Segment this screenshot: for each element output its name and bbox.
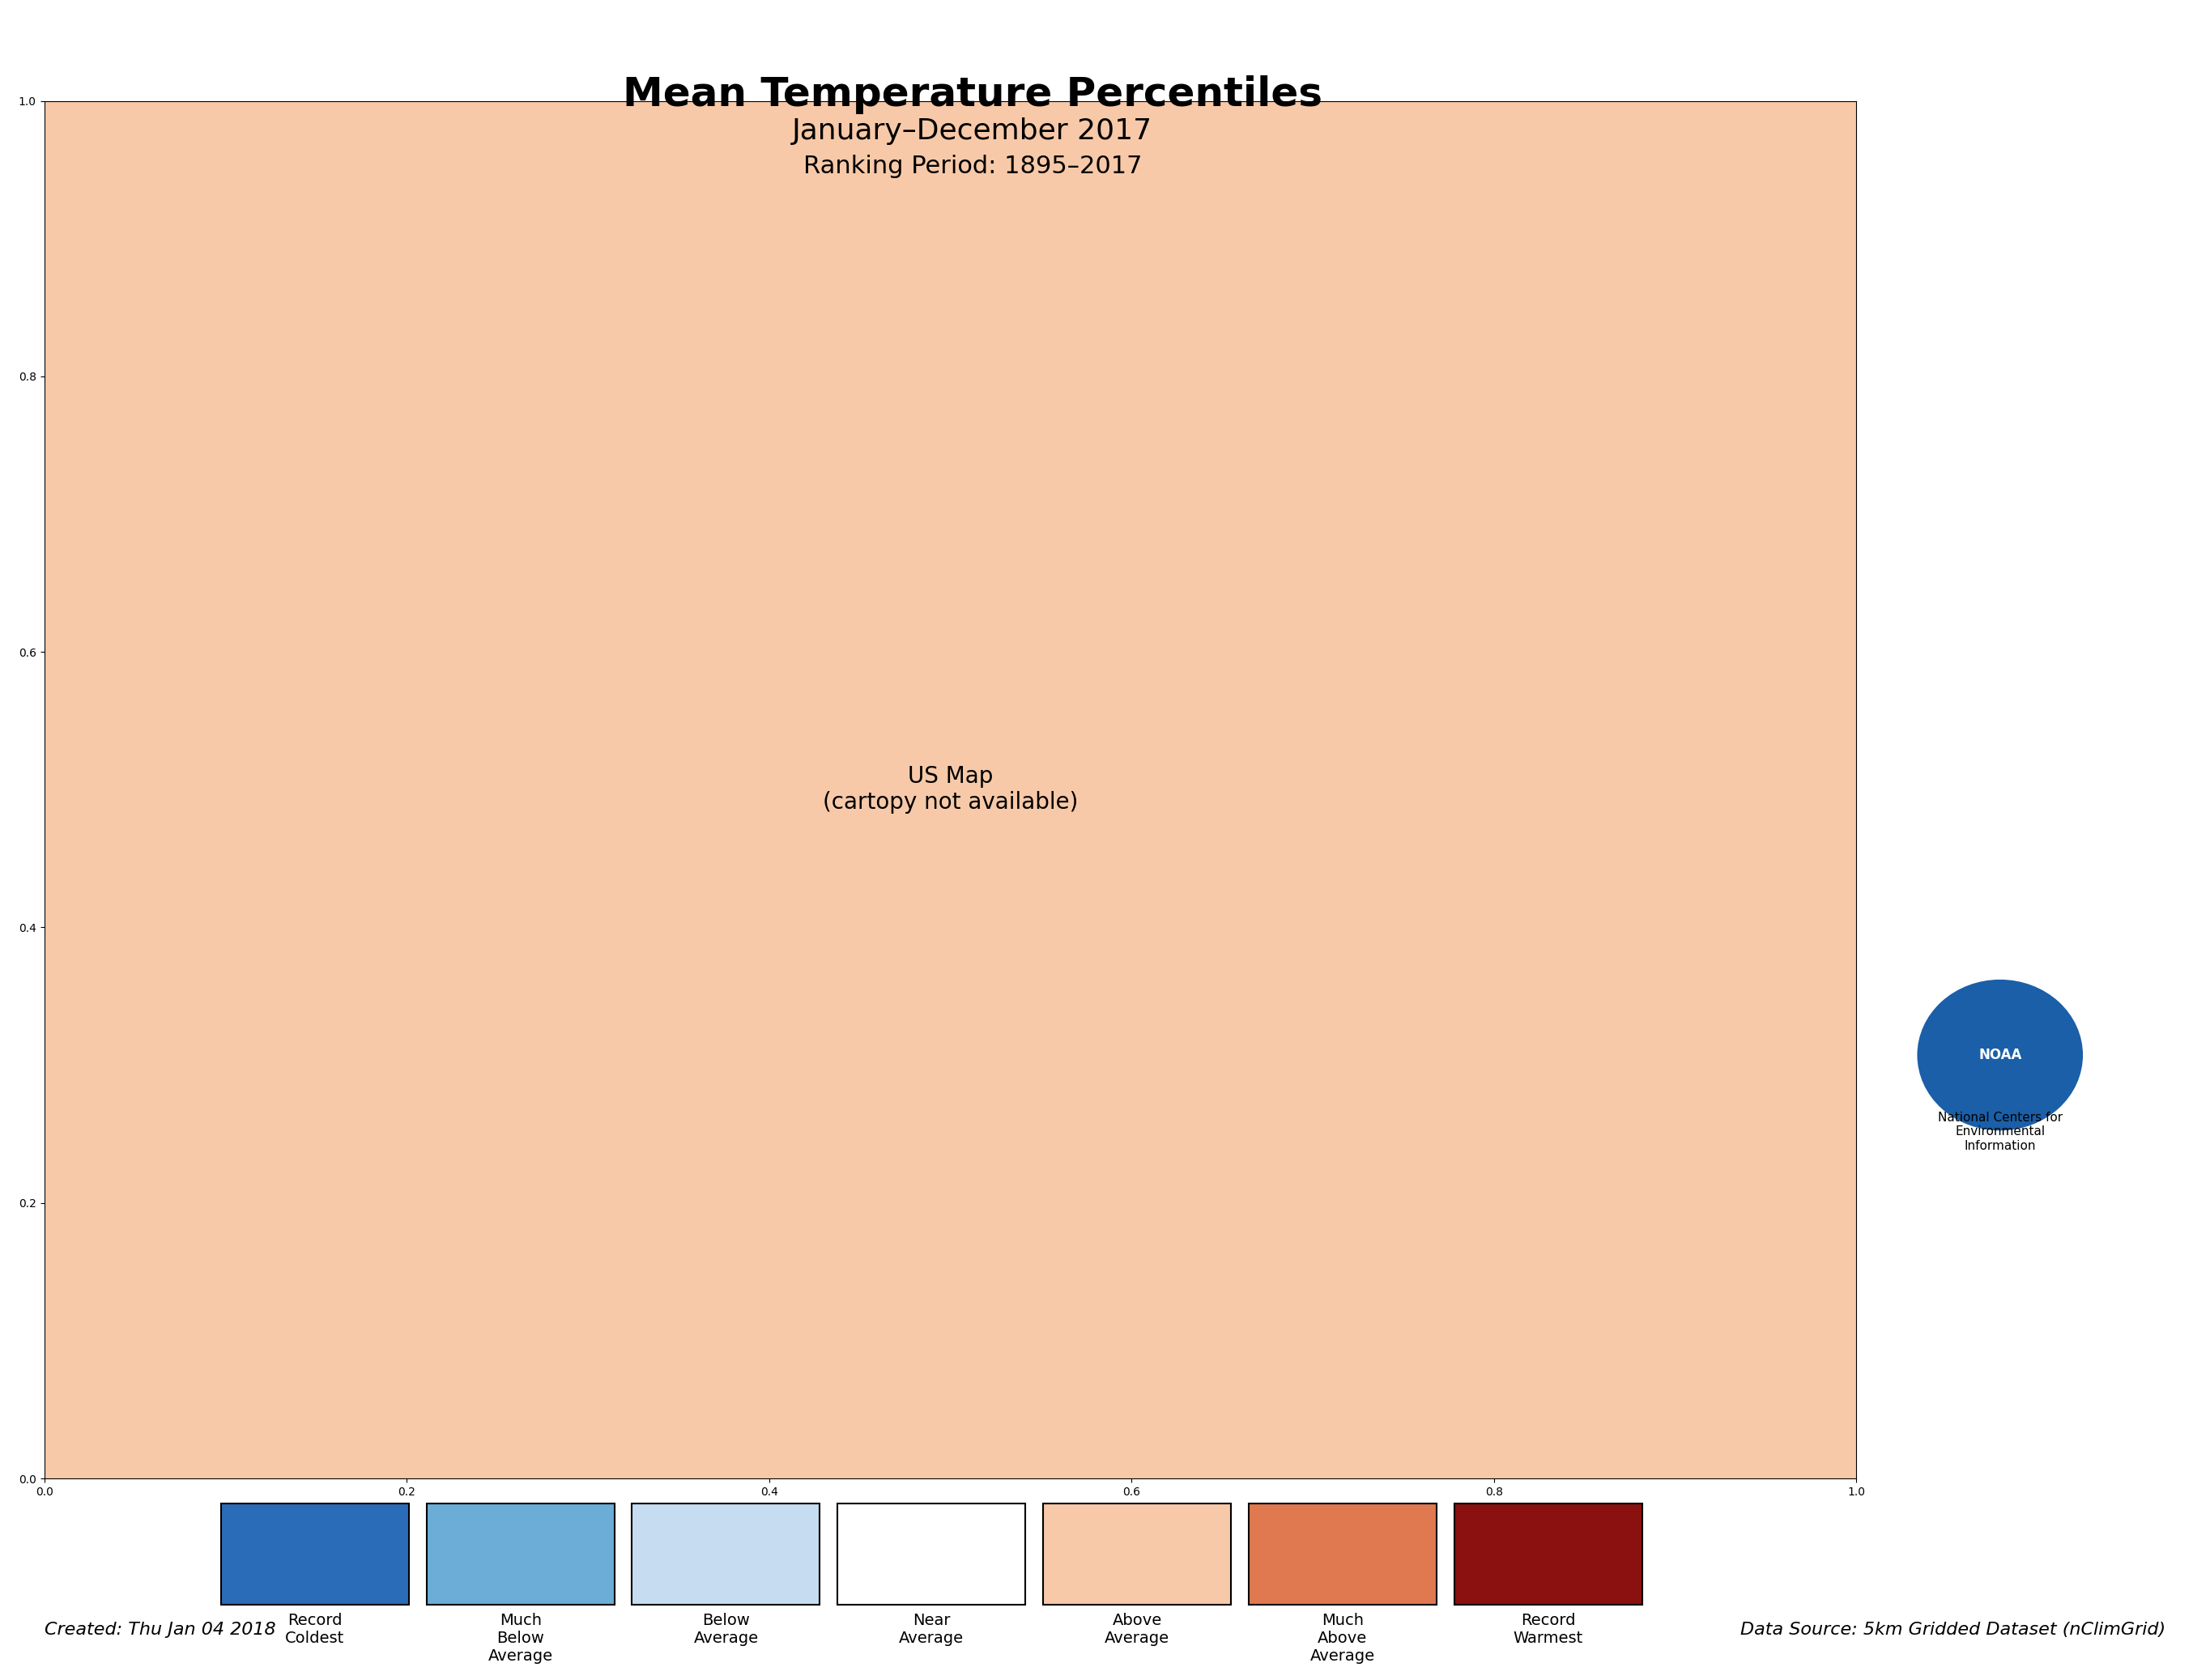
Text: January–December 2017: January–December 2017: [791, 118, 1154, 144]
Text: Mean Temperature Percentiles: Mean Temperature Percentiles: [623, 76, 1322, 114]
Text: Ranking Period: 1895–2017: Ranking Period: 1895–2017: [802, 155, 1143, 178]
Text: US Map
(cartopy not available): US Map (cartopy not available): [822, 764, 1078, 815]
Text: Below
Average: Below Average: [694, 1613, 758, 1646]
Text: Much
Above
Average: Much Above Average: [1311, 1613, 1375, 1663]
Text: Much
Below
Average: Much Below Average: [488, 1613, 552, 1663]
Text: Near
Average: Near Average: [899, 1613, 964, 1646]
Text: Record
Coldest: Record Coldest: [285, 1613, 345, 1646]
Text: National Centers for
Environmental
Information: National Centers for Environmental Infor…: [1938, 1112, 2062, 1152]
Text: Data Source: 5km Gridded Dataset (nClimGrid): Data Source: 5km Gridded Dataset (nClimG…: [1741, 1621, 2166, 1638]
Text: Created: Thu Jan 04 2018: Created: Thu Jan 04 2018: [44, 1621, 276, 1638]
Text: Record
Warmest: Record Warmest: [1514, 1613, 1582, 1646]
Text: NOAA: NOAA: [1978, 1048, 2022, 1062]
Text: Above
Average: Above Average: [1105, 1613, 1169, 1646]
Circle shape: [1916, 978, 2084, 1132]
